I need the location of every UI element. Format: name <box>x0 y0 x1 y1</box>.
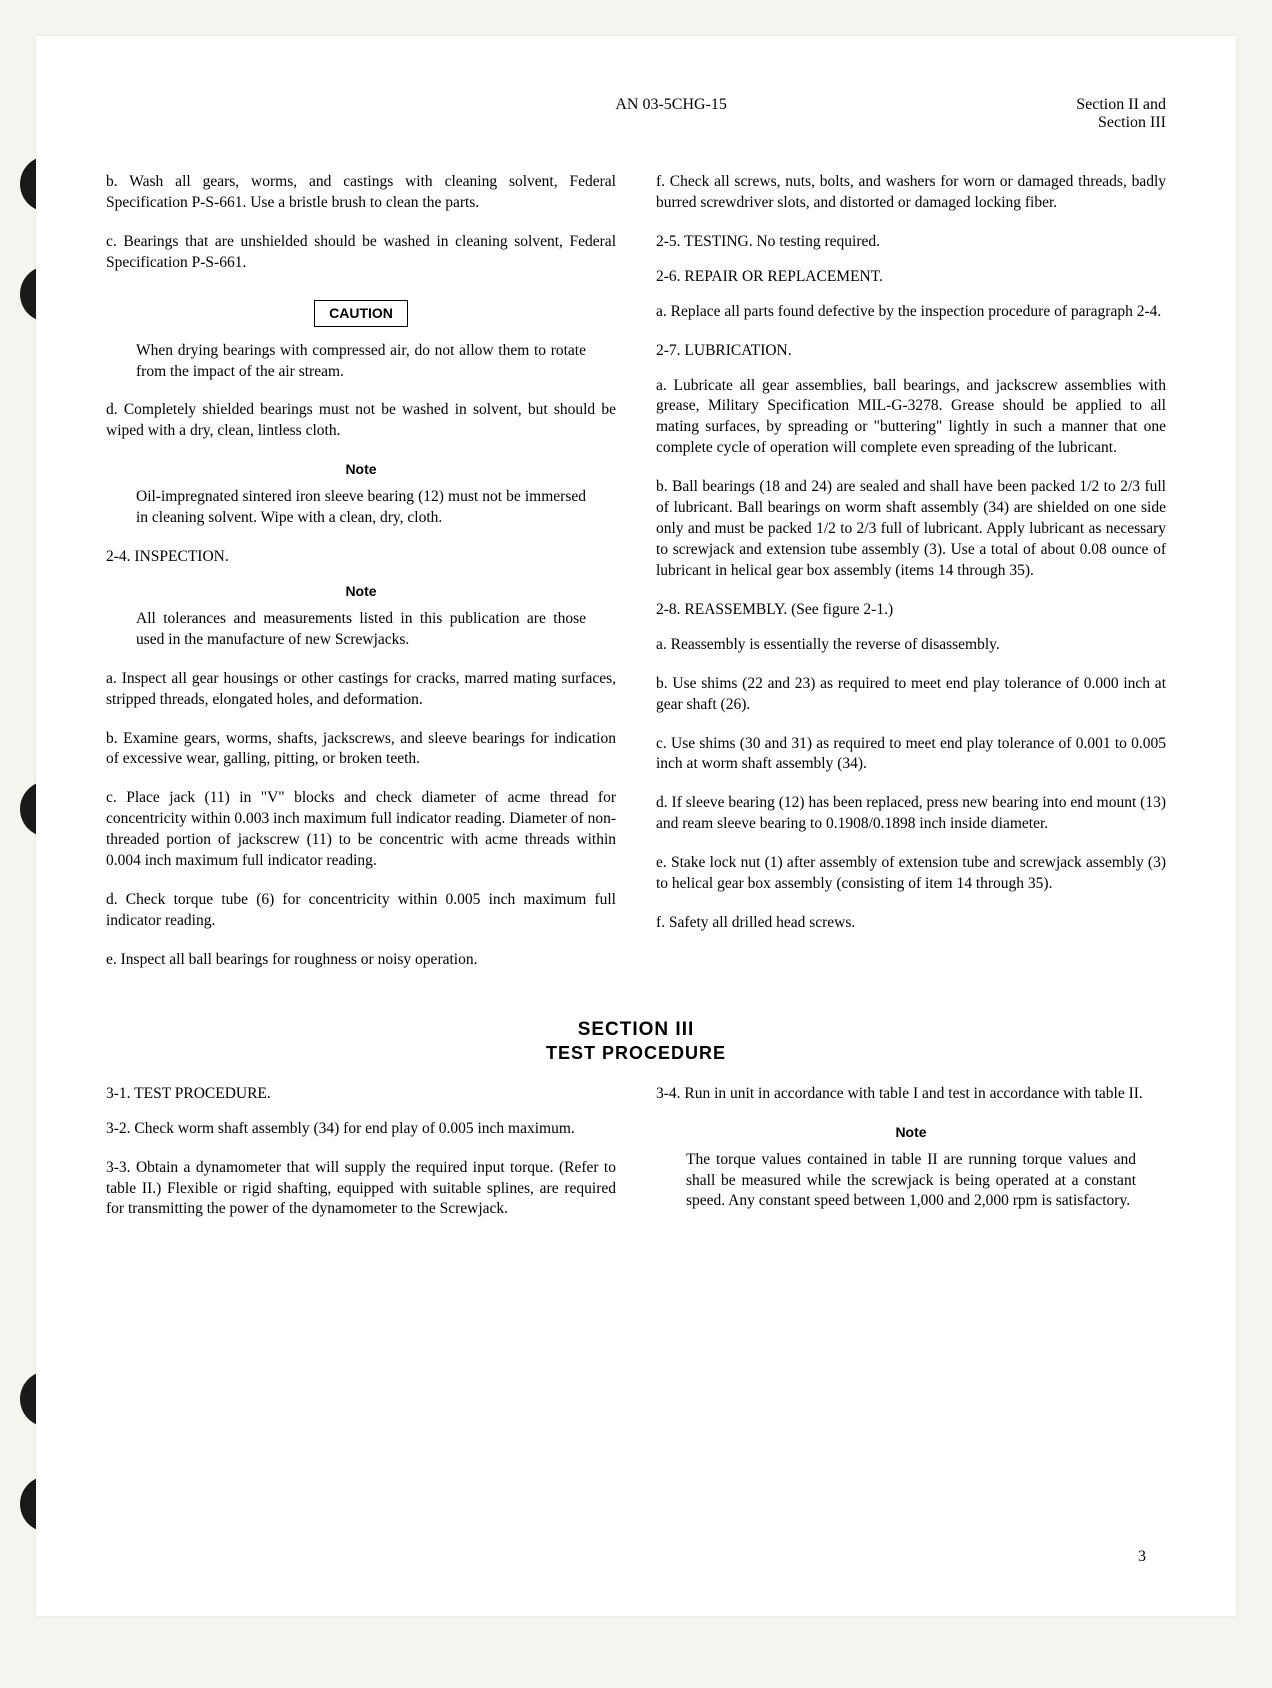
section-label-2: Section III <box>1076 114 1166 132</box>
heading-2-5: 2-5. TESTING. No testing required. <box>656 232 1166 253</box>
para-2-8-d: d. If sleeve bearing (12) has been repla… <box>656 793 1166 835</box>
caution-box: CAUTION <box>314 300 408 327</box>
section-3-note-text: The torque values contained in table II … <box>656 1150 1166 1213</box>
para-2-4-c: c. Place jack (11) in "V" blocks and che… <box>106 788 616 872</box>
page-header: AN 03-5CHG-15 Section II and Section III <box>106 96 1166 132</box>
caution-wrapper: CAUTION <box>106 292 616 337</box>
section-3-right-column: 3-4. Run in unit in accordance with tabl… <box>656 1084 1166 1239</box>
section-label-1: Section II and <box>1076 96 1166 114</box>
heading-3-1: 3-1. TEST PROCEDURE. <box>106 1084 616 1105</box>
note-heading-1: Note <box>106 460 616 479</box>
caution-text: When drying bearings with compressed air… <box>106 341 616 383</box>
para-2-6-a: a. Replace all parts found defective by … <box>656 302 1166 323</box>
page-number: 3 <box>1138 1548 1146 1566</box>
para-2-8-a: a. Reassembly is essentially the reverse… <box>656 635 1166 656</box>
para-2-4-b: b. Examine gears, worms, shafts, jackscr… <box>106 729 616 771</box>
para-2-8-f: f. Safety all drilled head screws. <box>656 913 1166 934</box>
heading-2-8: 2-8. REASSEMBLY. (See figure 2-1.) <box>656 600 1166 621</box>
section-3-left-column: 3-1. TEST PROCEDURE. 3-2. Check worm sha… <box>106 1084 616 1239</box>
section-3-title: SECTION III <box>106 1019 1166 1041</box>
para-3-4: 3-4. Run in unit in accordance with tabl… <box>656 1084 1166 1105</box>
section-3-note-heading: Note <box>656 1123 1166 1142</box>
note-heading-2: Note <box>106 582 616 601</box>
left-column: b. Wash all gears, worms, and castings w… <box>106 172 616 989</box>
para-f: f. Check all screws, nuts, bolts, and wa… <box>656 172 1166 214</box>
page-container: AN 03-5CHG-15 Section II and Section III… <box>36 36 1236 1616</box>
note-text-2: All tolerances and measurements listed i… <box>106 609 616 651</box>
para-2-4-d: d. Check torque tube (6) for concentrici… <box>106 890 616 932</box>
main-content: b. Wash all gears, worms, and castings w… <box>106 172 1166 989</box>
para-2-8-b: b. Use shims (22 and 23) as required to … <box>656 674 1166 716</box>
right-column: f. Check all screws, nuts, bolts, and wa… <box>656 172 1166 989</box>
para-d: d. Completely shielded bearings must not… <box>106 400 616 442</box>
para-2-4-e: e. Inspect all ball bearings for roughne… <box>106 950 616 971</box>
para-3-2: 3-2. Check worm shaft assembly (34) for … <box>106 1119 616 1140</box>
note-text-1: Oil-impregnated sintered iron sleeve bea… <box>106 487 616 529</box>
heading-2-6: 2-6. REPAIR OR REPLACEMENT. <box>656 267 1166 288</box>
para-2-4-a: a. Inspect all gear housings or other ca… <box>106 669 616 711</box>
para-2-8-c: c. Use shims (30 and 31) as required to … <box>656 734 1166 776</box>
heading-2-4: 2-4. INSPECTION. <box>106 547 616 568</box>
para-2-7-a: a. Lubricate all gear assemblies, ball b… <box>656 376 1166 460</box>
para-c: c. Bearings that are unshielded should b… <box>106 232 616 274</box>
document-number: AN 03-5CHG-15 <box>106 96 1076 132</box>
section-3-content: 3-1. TEST PROCEDURE. 3-2. Check worm sha… <box>106 1084 1166 1239</box>
para-b: b. Wash all gears, worms, and castings w… <box>106 172 616 214</box>
para-3-3: 3-3. Obtain a dynamometer that will supp… <box>106 1158 616 1221</box>
para-2-7-b: b. Ball bearings (18 and 24) are sealed … <box>656 477 1166 582</box>
heading-2-7: 2-7. LUBRICATION. <box>656 341 1166 362</box>
section-labels: Section II and Section III <box>1076 96 1166 132</box>
para-2-8-e: e. Stake lock nut (1) after assembly of … <box>656 853 1166 895</box>
section-3-subtitle: TEST PROCEDURE <box>106 1043 1166 1064</box>
